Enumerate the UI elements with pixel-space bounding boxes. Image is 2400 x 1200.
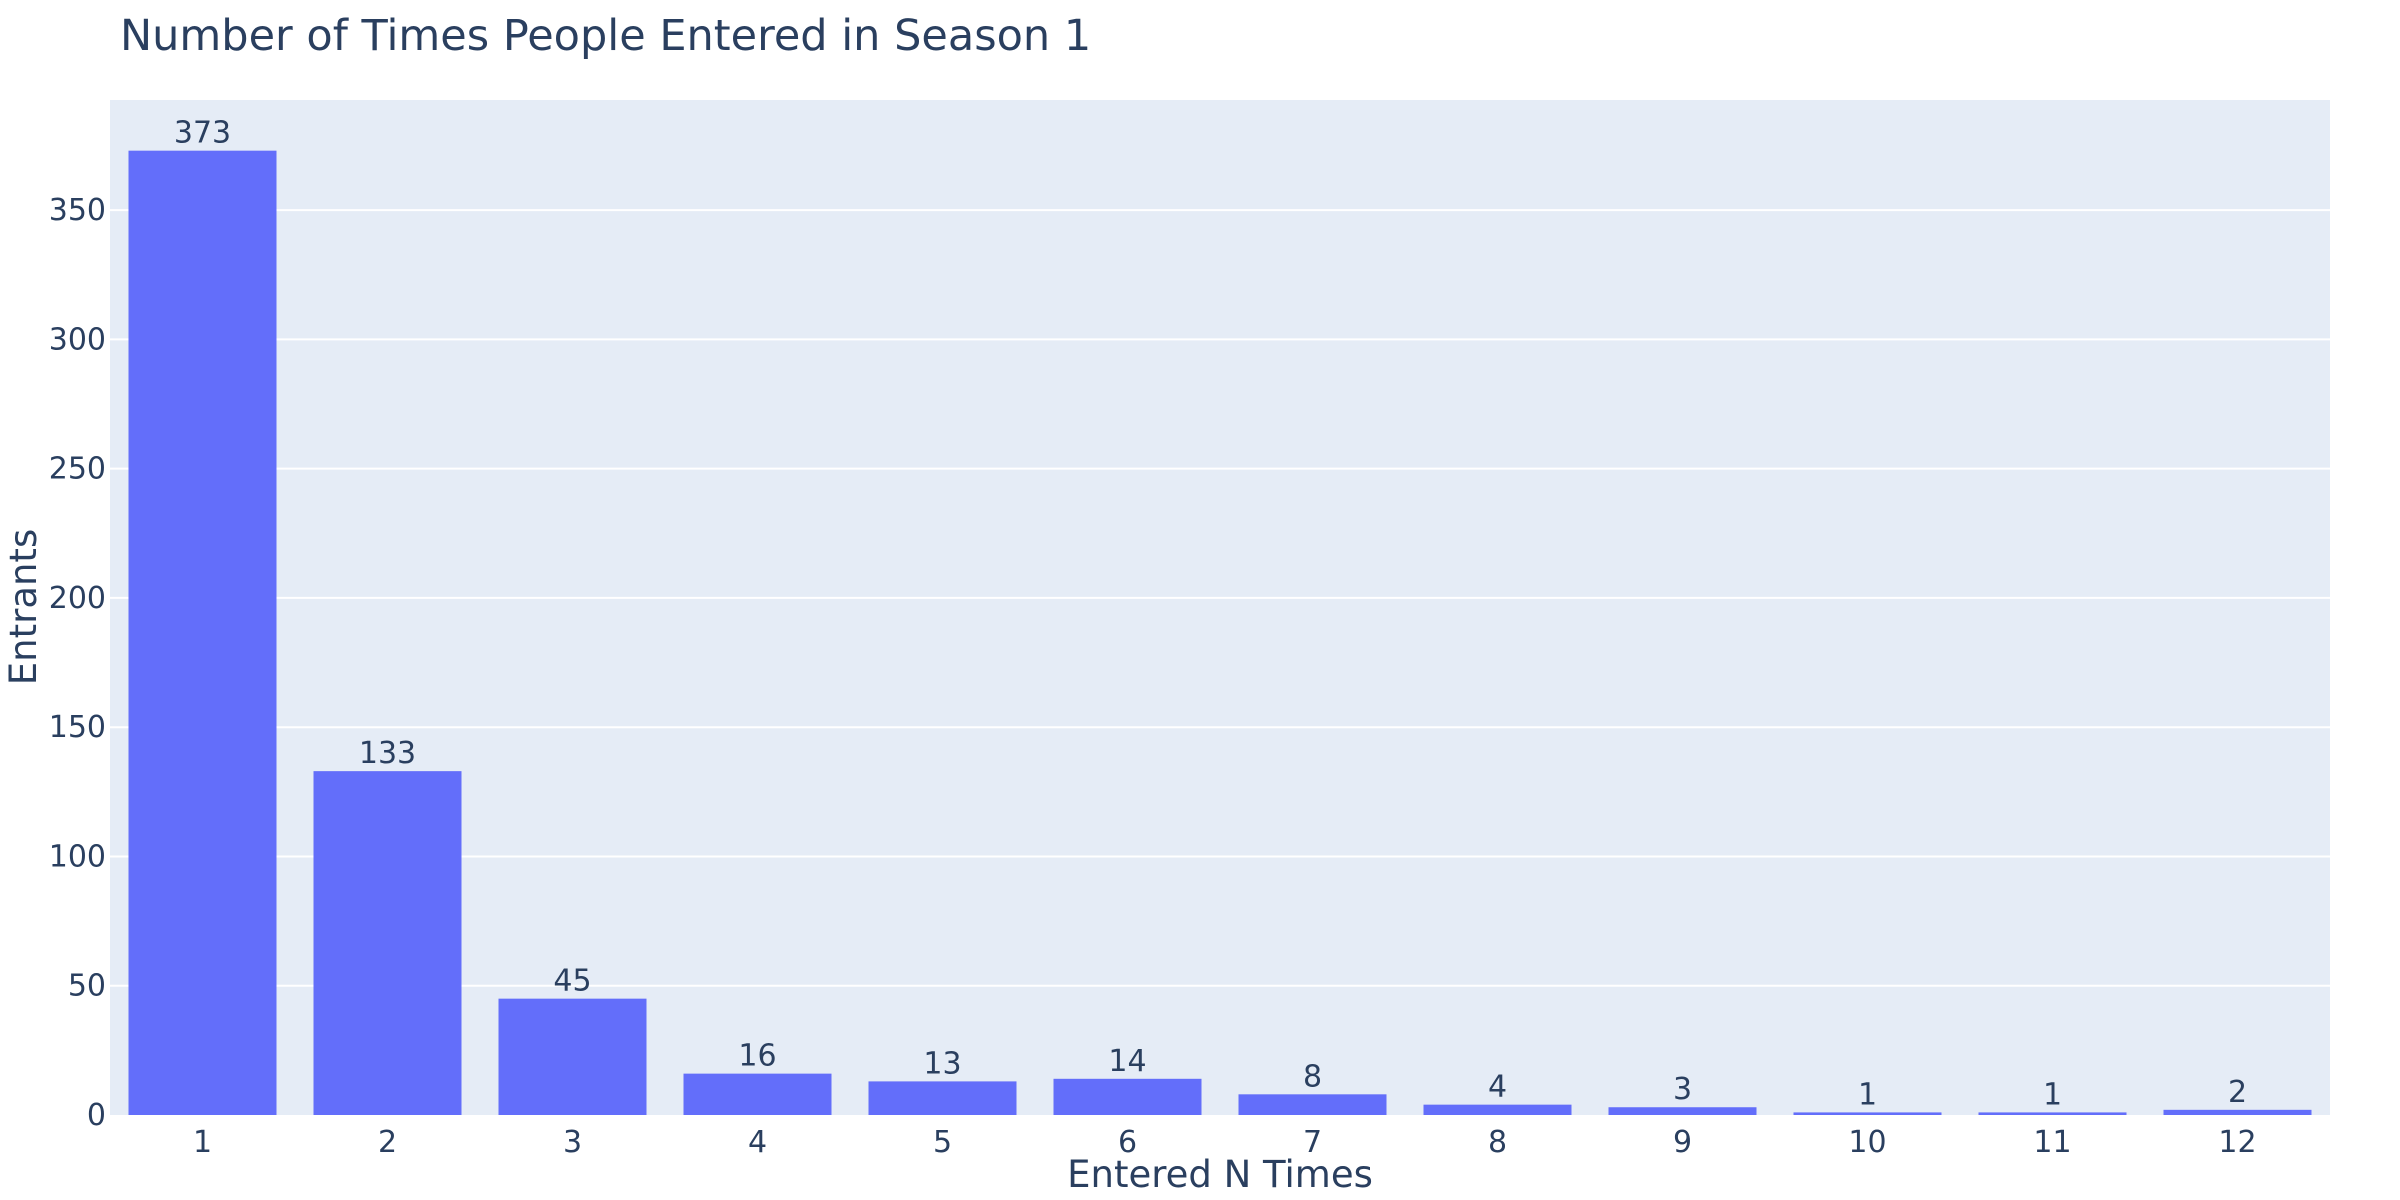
bar-value-label: 3	[1673, 1072, 1692, 1107]
bar-value-label: 16	[738, 1039, 776, 1074]
plot-area	[110, 100, 2330, 1115]
y-tick-label: 350	[49, 193, 106, 228]
x-tick-label: 6	[1118, 1125, 1137, 1160]
x-tick-label: 11	[2033, 1125, 2071, 1160]
x-tick-label: 8	[1488, 1125, 1507, 1160]
bar-value-label: 2	[2228, 1075, 2247, 1110]
y-tick-label: 250	[49, 452, 106, 487]
x-tick-label: 3	[563, 1125, 582, 1160]
y-tick-label: 150	[49, 710, 106, 745]
bar	[1238, 1094, 1387, 1115]
y-tick-label: 100	[49, 839, 106, 874]
bar	[1053, 1078, 1202, 1115]
x-tick-label: 2	[378, 1125, 397, 1160]
x-tick-label: 5	[933, 1125, 952, 1160]
bars	[128, 150, 2312, 1116]
bar	[1978, 1112, 2127, 1115]
x-axis-title: Entered N Times	[1067, 1153, 1373, 1196]
bar	[1608, 1107, 1757, 1115]
x-tick-label: 9	[1673, 1125, 1692, 1160]
x-tick-label: 1	[193, 1125, 212, 1160]
bar-value-label: 45	[553, 964, 591, 999]
bar	[868, 1081, 1017, 1115]
bar-value-label: 14	[1108, 1044, 1146, 1079]
bar	[2163, 1109, 2312, 1115]
bar-value-label: 1	[2043, 1077, 2062, 1112]
data-labels: 373 133 45 16 13 14 8 4 3 1 1 2	[174, 116, 2247, 1113]
bar	[313, 771, 462, 1115]
bar	[498, 998, 647, 1115]
x-tick-label: 10	[1848, 1125, 1886, 1160]
bar	[1423, 1104, 1572, 1115]
bar-value-label: 8	[1303, 1059, 1322, 1094]
bar	[683, 1073, 832, 1115]
bar-value-label: 373	[174, 116, 231, 151]
y-tick-label: 50	[68, 969, 106, 1004]
y-axis-title: Entrants	[2, 529, 45, 685]
x-axis-ticks: 1 2 3 4 5 6 7 8 9 10 11 12	[193, 1125, 2257, 1160]
bar-value-label: 13	[923, 1046, 961, 1081]
gridlines	[110, 209, 2330, 987]
y-tick-label: 0	[87, 1098, 106, 1133]
x-tick-label: 12	[2218, 1125, 2256, 1160]
chart-title: Number of Times People Entered in Season…	[120, 11, 1091, 61]
x-tick-label: 4	[748, 1125, 767, 1160]
bar-value-label: 4	[1488, 1070, 1507, 1105]
y-axis-ticks: 0 50 100 150 200 250 300 350	[49, 193, 106, 1133]
x-tick-label: 7	[1303, 1125, 1322, 1160]
y-tick-label: 300	[49, 322, 106, 357]
bar-value-label: 1	[1858, 1077, 1877, 1112]
y-tick-label: 200	[49, 581, 106, 616]
bar-value-label: 133	[359, 736, 416, 771]
bar	[128, 150, 277, 1116]
bar	[1793, 1112, 1942, 1115]
